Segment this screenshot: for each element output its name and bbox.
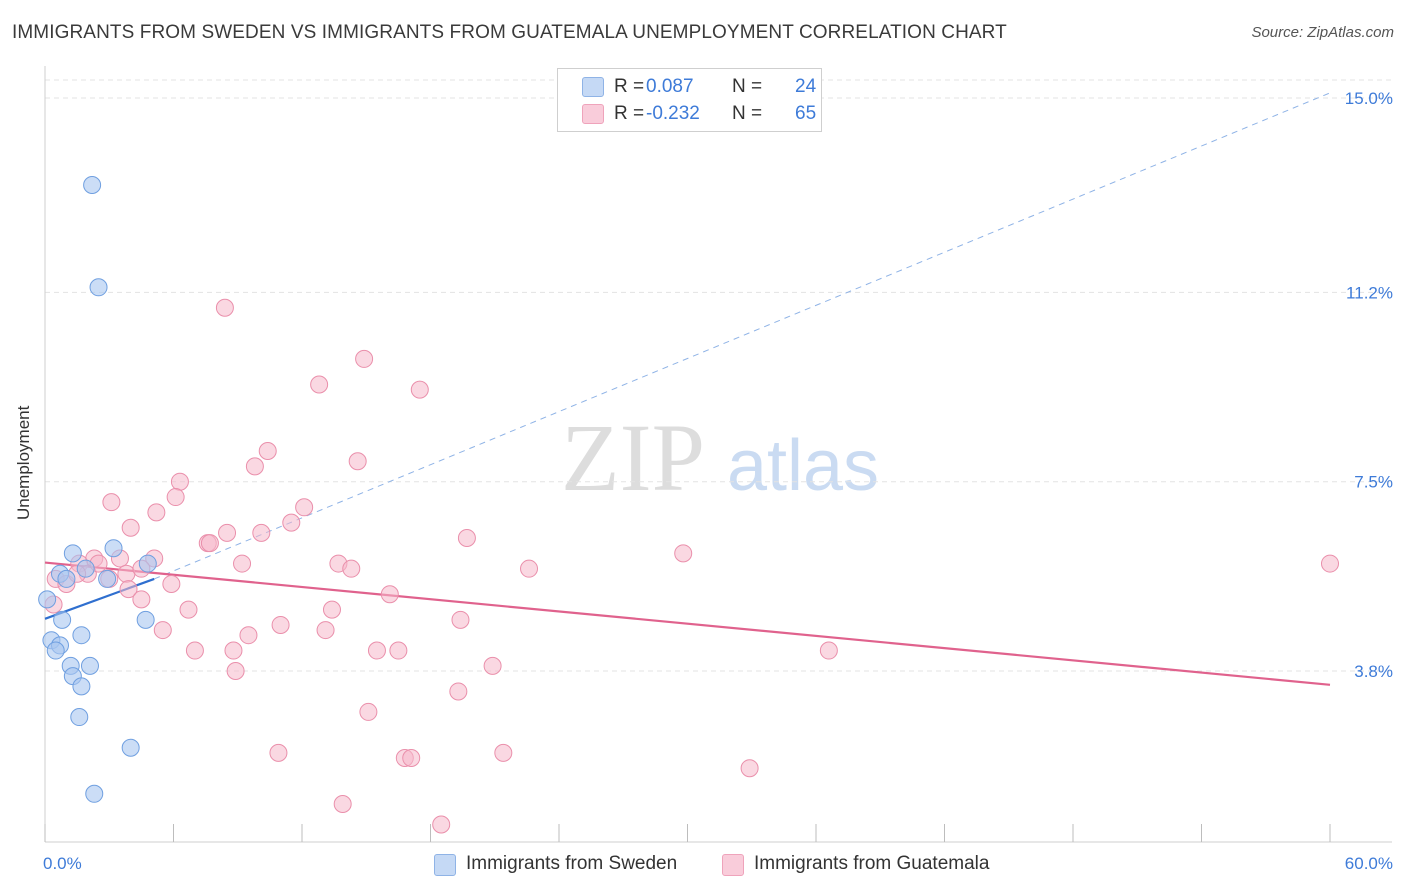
guatemala-point [117, 564, 136, 583]
guatemala-point [218, 523, 237, 542]
sweden-legend-swatch [434, 854, 456, 876]
guatemala-point [239, 626, 258, 645]
guatemala-point [282, 513, 301, 532]
n-label: N = [732, 103, 763, 124]
y-tick-label: 15.0% [1345, 89, 1393, 108]
guatemala-point [342, 559, 361, 578]
guatemala-point [322, 600, 341, 619]
watermark-atlas: atlas [727, 426, 879, 506]
guatemala-point [310, 375, 329, 394]
sweden-point [104, 539, 123, 558]
y-tick-label: 3.8% [1354, 662, 1393, 681]
guatemala-point [271, 615, 290, 634]
sweden-point [57, 569, 76, 588]
guatemala-point [147, 503, 166, 522]
guatemala-point [483, 656, 502, 675]
guatemala-point [119, 580, 138, 599]
guatemala-point [355, 349, 374, 368]
guatemala-point [102, 493, 121, 512]
sweden-point [72, 626, 91, 645]
guatemala-point [226, 662, 245, 680]
guatemala-trend-line [44, 561, 1331, 686]
n-value: 24 [795, 76, 817, 97]
sweden-point [138, 554, 157, 573]
sweden-point [72, 677, 91, 696]
sweden-point [63, 544, 82, 563]
guatemala-point [367, 641, 386, 660]
chart-title: IMMIGRANTS FROM SWEDEN VS IMMIGRANTS FRO… [12, 22, 1007, 43]
guatemala-swatch [582, 104, 604, 124]
guatemala-point [132, 590, 151, 609]
sweden-point [53, 610, 72, 629]
x-tick-label: 0.0% [43, 854, 82, 873]
source-credit: Source: ZipAtlas.com [1251, 24, 1394, 41]
guatemala-point [410, 380, 429, 399]
guatemala-point [740, 759, 759, 778]
sweden-point [89, 278, 108, 297]
guatemala-legend-swatch [722, 854, 744, 876]
sweden-trend-extension [154, 92, 1331, 580]
guatemala-point [1321, 554, 1339, 573]
guatemala-point [179, 600, 198, 619]
guatemala-point [520, 559, 539, 578]
sweden-point [70, 708, 89, 727]
guatemala-point [252, 523, 271, 542]
sweden-point [38, 590, 57, 609]
stats-legend: R = 0.087 N = 24 R = -0.232 N = 65 [557, 68, 822, 132]
guatemala-point [162, 575, 181, 594]
guatemala-point [819, 641, 838, 660]
r-label: R = [614, 76, 645, 97]
n-value: 65 [795, 103, 817, 124]
guatemala-point [494, 743, 513, 762]
sweden-point [83, 175, 102, 194]
legend-label: Immigrants from Guatemala [754, 853, 990, 874]
guatemala-point [457, 528, 476, 547]
guatemala-point [402, 748, 421, 767]
guatemala-point [674, 544, 693, 563]
guatemala-point [432, 815, 451, 834]
y-tick-label: 11.2% [1346, 283, 1393, 302]
y-axis-label: Unemployment [14, 405, 33, 520]
guatemala-point [348, 452, 367, 471]
r-value: 0.087 [646, 76, 694, 97]
x-tick-label: 60.0% [1345, 854, 1393, 873]
guatemala-point [215, 298, 234, 317]
guatemala-point [333, 795, 352, 814]
watermark: ZIP atlas [561, 404, 879, 511]
sweden-point [121, 738, 140, 757]
watermark-zip: ZIP [561, 404, 705, 511]
sweden-point [136, 610, 155, 629]
guatemala-point [121, 518, 140, 537]
guatemala-point [451, 610, 470, 629]
r-label: R = [614, 103, 645, 124]
guatemala-point [245, 457, 264, 476]
guatemala-point [269, 743, 288, 762]
guatemala-point [166, 488, 185, 507]
n-label: N = [732, 76, 763, 97]
guatemala-point [389, 641, 408, 660]
legend-label: Immigrants from Sweden [466, 853, 678, 874]
guatemala-point [200, 534, 219, 553]
sweden-point [80, 656, 99, 675]
guatemala-point [449, 682, 468, 701]
sweden-point [98, 569, 117, 588]
sweden-point [76, 559, 95, 578]
guatemala-point [359, 702, 378, 721]
sweden-point [85, 784, 104, 803]
guatemala-point [380, 585, 399, 604]
guatemala-point [258, 442, 277, 461]
guatemala-point [153, 621, 172, 640]
guatemala-point [185, 641, 204, 660]
sweden-point [46, 641, 65, 660]
guatemala-point [170, 472, 189, 491]
r-value: -0.232 [646, 103, 700, 124]
guatemala-point [295, 498, 314, 517]
guatemala-point [316, 621, 335, 640]
y-tick-label: 7.5% [1354, 473, 1393, 492]
guatemala-point [224, 641, 243, 660]
sweden-swatch [582, 77, 604, 97]
guatemala-point [233, 554, 252, 573]
